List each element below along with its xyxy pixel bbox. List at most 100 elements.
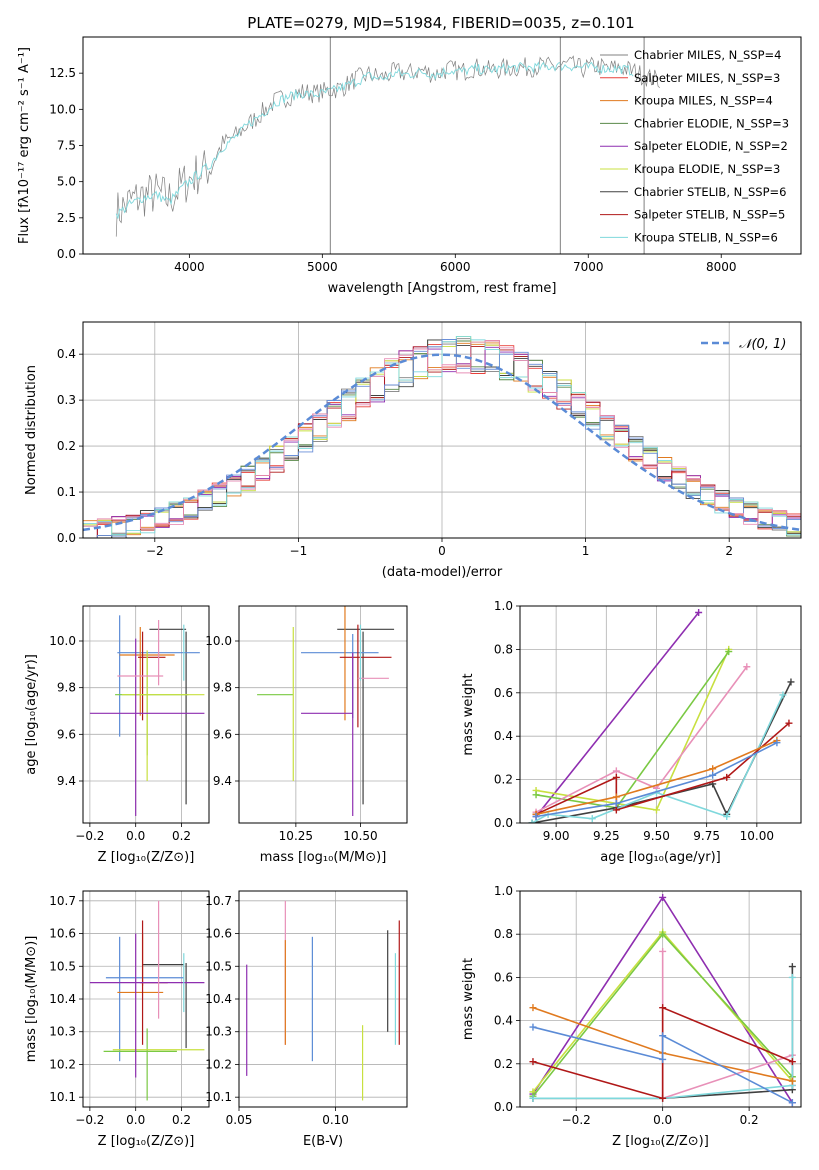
x-tick-label: 0.0 bbox=[126, 829, 145, 843]
y-tick-label: 0.4 bbox=[494, 1014, 513, 1028]
y-tick-label: 10.2 bbox=[205, 1057, 232, 1071]
weight-marker bbox=[779, 691, 787, 699]
weight-marker bbox=[659, 893, 667, 901]
y-tick-label: 10.3 bbox=[205, 1025, 232, 1039]
y-tick-label: 10.2 bbox=[49, 1057, 76, 1071]
weight-marker bbox=[612, 773, 620, 781]
plot-area-age-vs-Z bbox=[89, 615, 205, 816]
axes-frame bbox=[519, 890, 802, 1108]
legend-label: Salpeter MILES, N_SSP=3 bbox=[634, 71, 780, 85]
y-tick-label: 0.0 bbox=[57, 247, 76, 261]
weight-marker bbox=[529, 1094, 537, 1102]
weight-marker bbox=[529, 1023, 537, 1031]
x-tick-label: 2 bbox=[725, 544, 733, 558]
weight-line bbox=[535, 649, 730, 811]
x-axis-label: Z [log₁₀(Z/Z⊙)] bbox=[98, 1134, 195, 1149]
y-axis-label: mass weight bbox=[461, 958, 476, 1040]
y-tick-label: 9.8 bbox=[57, 681, 76, 695]
x-axis-label: Z [log₁₀(Z/Z⊙)] bbox=[612, 1134, 709, 1149]
y-tick-label: 10.7 bbox=[205, 894, 232, 908]
y-tick-label: 0.2 bbox=[57, 439, 76, 453]
weight-marker bbox=[529, 1004, 537, 1012]
x-axis-label: mass [log₁₀(M/M⊙)] bbox=[260, 850, 387, 865]
axes-frame bbox=[82, 36, 802, 255]
legend-label: Chabrier ELODIE, N_SSP=3 bbox=[634, 116, 789, 130]
weight-line bbox=[535, 612, 700, 817]
weight-line bbox=[532, 1026, 793, 1104]
histogram-step bbox=[83, 340, 801, 530]
axes-frame bbox=[82, 605, 210, 824]
y-tick-label: 5.0 bbox=[57, 175, 76, 189]
weight-marker bbox=[659, 1032, 667, 1040]
y-tick-label: 0.3 bbox=[57, 393, 76, 407]
axes-frame bbox=[238, 890, 408, 1108]
y-tick-label: 0.2 bbox=[494, 1057, 513, 1071]
y-tick-label: 10.4 bbox=[205, 992, 232, 1006]
x-tick-label: 6000 bbox=[440, 260, 471, 274]
weight-marker bbox=[785, 719, 793, 727]
y-tick-label: 10.1 bbox=[205, 1090, 232, 1104]
weight-marker bbox=[588, 815, 596, 823]
weight-marker bbox=[659, 1004, 667, 1012]
x-tick-label: 7000 bbox=[573, 260, 604, 274]
weight-marker bbox=[652, 806, 660, 814]
legend-label: Chabrier STELIB, N_SSP=6 bbox=[634, 185, 786, 199]
y-tick-label: 0.6 bbox=[494, 970, 513, 984]
x-tick-label: 0.05 bbox=[226, 1113, 253, 1127]
panel-weight-vs-Z: −0.2 0.0 0.2 0.0 0.2 0.4 0.6 0.8 1.0 Z [log₁₀(Z/Z… bbox=[461, 884, 802, 1149]
x-tick-label: −1 bbox=[290, 544, 308, 558]
weight-marker bbox=[788, 1099, 796, 1107]
legend-label: 𝒩(0, 1) bbox=[739, 337, 786, 352]
y-axis-label: mass [log₁₀(M/M⊙)] bbox=[24, 936, 39, 1063]
x-tick-label: 9.00 bbox=[543, 829, 570, 843]
x-tick-label: 0.10 bbox=[322, 1113, 349, 1127]
y-tick-label: 0.0 bbox=[494, 816, 513, 830]
x-tick-label: 8000 bbox=[706, 260, 737, 274]
weight-marker bbox=[659, 1094, 667, 1102]
plot-area-residuals bbox=[83, 335, 801, 538]
y-tick-label: 0.1 bbox=[57, 485, 76, 499]
weight-marker bbox=[659, 947, 667, 955]
y-tick-label: 10.0 bbox=[49, 102, 76, 116]
weight-marker bbox=[788, 1077, 796, 1085]
x-tick-label: 10.25 bbox=[279, 829, 313, 843]
axes-frame bbox=[238, 605, 408, 824]
x-tick-label: 0 bbox=[438, 544, 446, 558]
x-axis-label: age [log₁₀(age/yr)] bbox=[600, 850, 721, 865]
histogram-step bbox=[83, 335, 801, 536]
y-tick-label: 7.5 bbox=[57, 139, 76, 153]
y-tick-label: 0.4 bbox=[494, 729, 513, 743]
x-tick-label: 0.2 bbox=[740, 1113, 759, 1127]
y-axis-label: Normed distribution bbox=[24, 365, 39, 495]
y-tick-label: 0.0 bbox=[494, 1100, 513, 1114]
x-tick-label: 5000 bbox=[307, 260, 338, 274]
weight-marker bbox=[695, 609, 703, 617]
weight-marker bbox=[788, 1058, 796, 1066]
axes-frame bbox=[82, 321, 802, 539]
y-axis-label: age [log₁₀(age/yr)] bbox=[24, 654, 39, 775]
y-tick-label: 12.5 bbox=[49, 66, 76, 80]
y-tick-label: 9.4 bbox=[57, 774, 76, 788]
figure-title: PLATE=0279, MJD=51984, FIBERID=0035, z=0… bbox=[247, 14, 634, 32]
weight-marker bbox=[612, 793, 620, 801]
x-tick-label: −2 bbox=[146, 544, 164, 558]
plot-area-spectrum bbox=[115, 37, 660, 254]
legend-label: Salpeter ELODIE, N_SSP=2 bbox=[634, 139, 788, 153]
gaussian-curve bbox=[83, 353, 801, 532]
weight-line bbox=[535, 739, 778, 816]
panel-age-vs-Z: −0.2 0.0 0.2 9.4 9.6 9.8 10.0 Z [log₁₀(Z/Z⊙)] ag… bbox=[24, 605, 210, 865]
y-tick-label: 0.2 bbox=[494, 773, 513, 787]
y-tick-label: 10.0 bbox=[205, 634, 232, 648]
panel-mass-vs-Z: −0.2 0.0 0.2 10.1 10.2 10.3 10.4 10.5 10.6 10.7 Z … bbox=[24, 890, 210, 1149]
weight-line bbox=[532, 977, 794, 1100]
weight-marker bbox=[709, 765, 717, 773]
y-tick-label: 10.6 bbox=[205, 927, 232, 941]
axes-frame bbox=[519, 605, 802, 824]
y-tick-label: 0.4 bbox=[57, 347, 76, 361]
y-tick-label: 1.0 bbox=[494, 884, 513, 898]
panel-residuals: −2 −1 0 1 2 0.0 0.1 0.2 0.3 0.4 (data-model)/error… bbox=[24, 321, 802, 580]
y-tick-label: 10.7 bbox=[49, 894, 76, 908]
weight-marker bbox=[788, 973, 796, 981]
axes-frame bbox=[82, 890, 210, 1108]
x-axis-label: (data-model)/error bbox=[382, 565, 503, 580]
